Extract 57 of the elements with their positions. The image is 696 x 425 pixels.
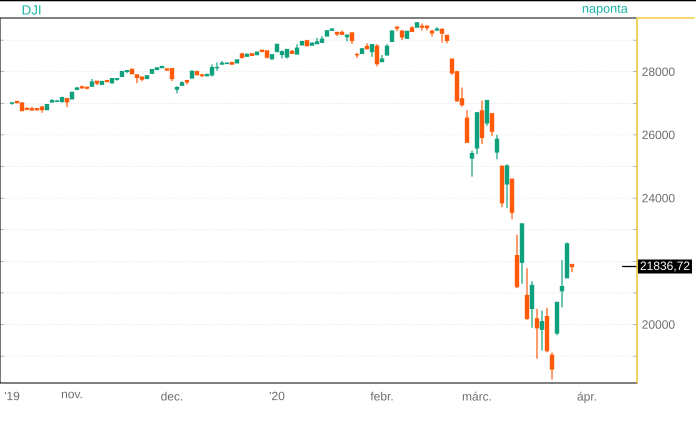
candlestick — [400, 30, 404, 41]
candlestick — [520, 223, 524, 284]
x-tick-label: márc. — [462, 392, 491, 401]
candlestick — [384, 44, 390, 56]
candlestick — [414, 22, 420, 28]
candlestick — [94, 80, 100, 86]
candlestick — [430, 29, 434, 38]
candlestick — [494, 134, 500, 160]
x-tick-label: dec. — [161, 392, 182, 401]
candlestick — [510, 178, 514, 220]
candlestick — [254, 51, 260, 56]
candlestick — [354, 52, 360, 58]
x-tick-label: '19 — [4, 392, 20, 400]
candlestick — [70, 92, 74, 100]
candlestick — [370, 44, 374, 58]
candlestick — [270, 54, 274, 60]
candlestick — [300, 40, 304, 46]
candlestick — [484, 100, 490, 126]
candlestick — [360, 47, 364, 54]
x-tick-label: ápr. — [578, 392, 596, 404]
y-tick-label: 26000 — [642, 130, 675, 140]
candlestick — [294, 44, 300, 56]
candlestick — [490, 113, 494, 136]
candlestick — [190, 70, 194, 79]
candlestick — [474, 112, 480, 155]
candlestick — [544, 307, 550, 353]
chart-subtitle: naponta — [582, 4, 628, 16]
candlestick — [144, 74, 150, 80]
candlestick — [390, 30, 394, 42]
candlestick — [290, 49, 294, 55]
y-tick-label: 20000 — [642, 320, 675, 329]
candlestick — [464, 110, 470, 144]
y-tick-label: 28000 — [642, 67, 675, 76]
candlestick — [304, 39, 310, 48]
candlestick — [234, 59, 240, 64]
candlestick — [410, 26, 414, 32]
x-tick-label: nov. — [62, 392, 82, 398]
candlestick — [564, 242, 570, 279]
chart-title: DJI — [22, 5, 40, 15]
candlestick — [404, 30, 410, 39]
y-tick-label: 24000 — [642, 194, 675, 202]
candlestick — [554, 301, 560, 336]
candlestick — [250, 52, 254, 57]
candlestick — [374, 44, 380, 67]
candlestick — [90, 78, 94, 88]
candlestick — [500, 166, 504, 208]
candlestick — [394, 26, 400, 32]
candlestick — [244, 52, 250, 57]
candlestick — [180, 80, 184, 86]
candlestick — [130, 68, 134, 75]
candlestick — [100, 80, 104, 86]
ref-line-label: 21836,72 — [640, 262, 690, 272]
candlestick — [350, 32, 354, 45]
x-tick-label: '20 — [270, 392, 284, 400]
x-tick-label: febr. — [370, 392, 393, 401]
candlestick — [444, 34, 450, 44]
candlestick — [74, 86, 80, 90]
